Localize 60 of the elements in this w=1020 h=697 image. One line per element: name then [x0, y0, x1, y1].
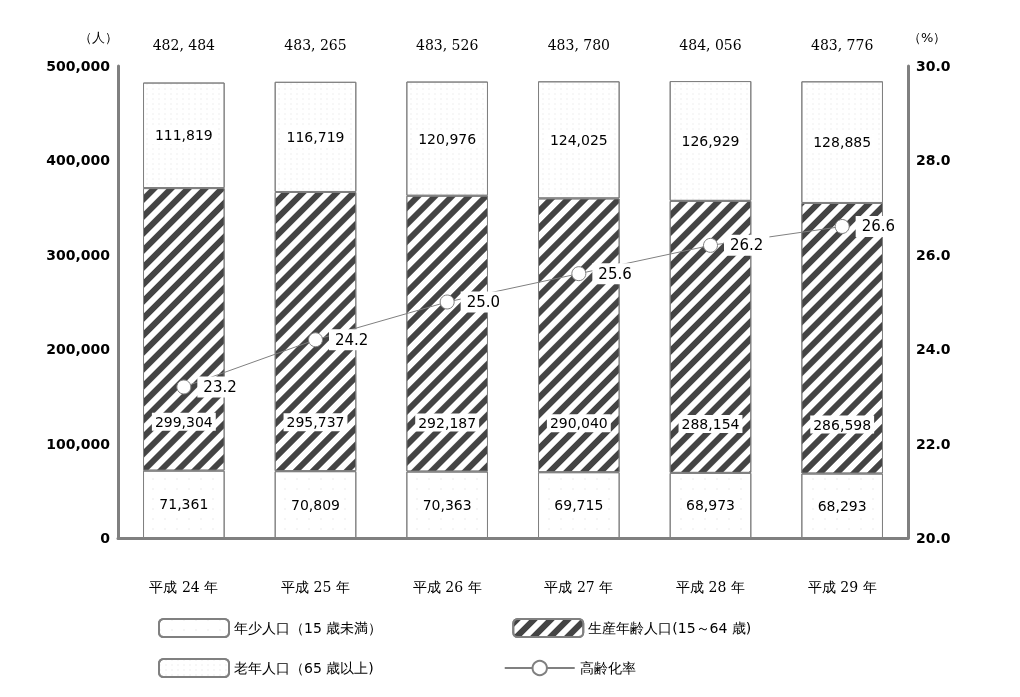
- data-label: 128,885: [813, 134, 872, 151]
- data-label: 69,715: [554, 497, 604, 514]
- data-label: 71,361: [159, 496, 209, 513]
- total-label: 484, 056: [679, 37, 742, 53]
- y-tick-label: 400,000: [46, 152, 111, 169]
- data-label: 299,304: [154, 413, 213, 430]
- legend-label: 年少人口（15 歳未満）: [234, 620, 383, 636]
- data-label: 26.6: [861, 217, 896, 236]
- y-tick-label: 300,000: [46, 246, 111, 263]
- x-tick-label: 平成 26 年: [412, 579, 482, 595]
- x-tick-label: 平成 24 年: [149, 579, 219, 595]
- total-label: 483, 265: [284, 37, 347, 53]
- data-label: 68,293: [817, 497, 867, 514]
- y2-tick-label: 22.0: [916, 435, 951, 452]
- point: [834, 218, 850, 234]
- data-label: 288,154: [681, 415, 740, 432]
- data-label: 68,973: [686, 497, 735, 514]
- total-label: 483, 526: [415, 37, 479, 53]
- y-tick-label: 500,000: [46, 58, 111, 74]
- point: [571, 266, 587, 282]
- y-tick-label: 100,000: [46, 435, 111, 452]
- data-label: 120,976: [418, 130, 477, 147]
- data-label: 25.0: [466, 293, 501, 311]
- x-tick-label: 平成 25 年: [281, 579, 350, 595]
- data-label: 70,363: [422, 496, 472, 513]
- data-label: 25.6: [598, 264, 632, 283]
- x-tick-label: 平成 27 年: [544, 579, 614, 595]
- y-axis-title: （人）: [79, 30, 118, 45]
- data-label: 295,737: [286, 414, 345, 431]
- data-label: 290,040: [549, 415, 608, 432]
- y2-tick-label: 24.0: [916, 341, 951, 358]
- point: [308, 332, 323, 348]
- y-tick-label: 0: [100, 530, 111, 546]
- data-label: 292,187: [418, 414, 477, 431]
- data-label: 124,025: [549, 131, 608, 148]
- x-tick-label: 平成 29 年: [807, 579, 877, 595]
- data-label: 111,819: [154, 127, 213, 144]
- data-label: 286,598: [813, 416, 872, 433]
- data-label: 24.2: [335, 330, 369, 349]
- y2-tick-label: 26.0: [916, 246, 951, 263]
- point: [703, 237, 718, 253]
- y-tick-label: 200,000: [46, 341, 111, 358]
- y2-tick-label: 20.0: [916, 530, 951, 546]
- point: [176, 379, 192, 395]
- data-label: 126,929: [681, 132, 740, 149]
- y2-tick-label: 30.0: [916, 58, 951, 74]
- legend-label: 老年人口（65 歳以上): [234, 660, 374, 676]
- total-label: 483, 776: [810, 37, 874, 53]
- data-label: 70,809: [291, 496, 340, 513]
- x-tick-label: 平成 28 年: [676, 579, 745, 595]
- y2-tick-label: 28.0: [916, 152, 951, 169]
- data-label: 116,719: [286, 128, 345, 145]
- legend-label: 生産年齢人口(15～64 歳): [588, 620, 752, 636]
- total-label: 483, 780: [547, 37, 611, 53]
- total-label: 482, 484: [152, 37, 216, 53]
- y2-axis-title: （%）: [908, 30, 947, 45]
- data-label: 26.2: [730, 236, 764, 255]
- legend-label: 高齢化率: [579, 660, 636, 676]
- data-label: 23.2: [203, 377, 237, 396]
- point: [439, 294, 455, 310]
